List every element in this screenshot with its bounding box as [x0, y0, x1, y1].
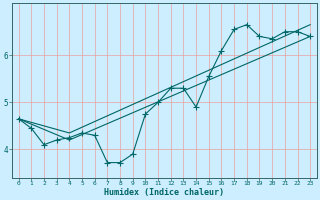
X-axis label: Humidex (Indice chaleur): Humidex (Indice chaleur) [104, 188, 224, 197]
